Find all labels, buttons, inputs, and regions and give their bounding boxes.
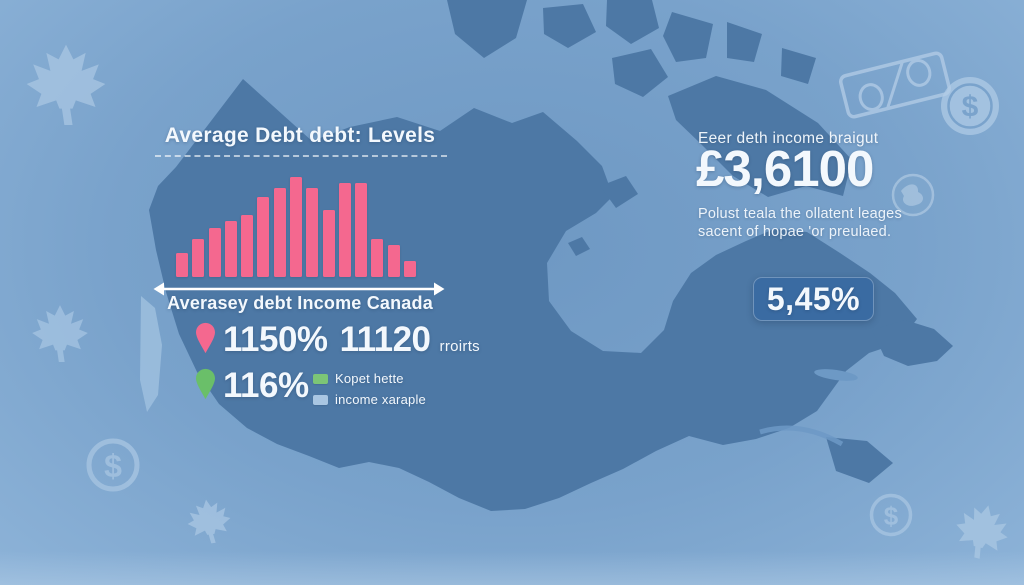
maple-leaf-icon [949, 498, 1015, 565]
income-amount: £3,6100 [696, 140, 874, 197]
svg-text:$: $ [962, 91, 979, 124]
chart-bar [387, 245, 400, 277]
maple-leaf-icon [184, 496, 234, 547]
chart-bar [257, 197, 270, 277]
maple-leaf-icon [26, 44, 106, 125]
stat-value-secondary: 11120 [339, 320, 431, 359]
legend-item: Kopet hette [313, 371, 426, 386]
svg-text:$: $ [104, 448, 122, 484]
map-water-details [140, 296, 858, 447]
description-line: Polust teala the ollatent leages [698, 206, 902, 222]
chart-bar [355, 183, 368, 277]
maple-leaf-icon [32, 305, 88, 362]
dollar-coin-icon: $ [86, 438, 140, 492]
legend-label: Kopet hette [335, 371, 404, 386]
chart-bar [192, 239, 205, 277]
legend-item: income xaraple [313, 392, 426, 407]
title-divider [155, 155, 447, 157]
legend-label: income xaraple [335, 392, 426, 407]
map-pin-icon [196, 368, 215, 400]
stat-value: 116% [223, 366, 309, 405]
chart-legend: Kopet hette income xaraple [313, 371, 426, 413]
stat-suffix: rroirts [439, 338, 480, 355]
stat-value: 1150% [223, 320, 328, 359]
dollar-coin-icon: $ [941, 77, 999, 135]
income-caption: Eeer deth income braigut [698, 130, 879, 147]
chart-bar [338, 183, 351, 277]
chart-bar [289, 177, 302, 277]
description-line: sacent of hopae 'or preulaed. [698, 223, 892, 240]
rate-badge: 5,45% [753, 277, 874, 321]
bar-chart-bars [176, 177, 416, 277]
svg-text:$: $ [884, 501, 899, 531]
chart-axis-label: Averasey debt Income Canada [167, 293, 433, 313]
globe-icon [891, 173, 935, 217]
banknote-icon [838, 51, 952, 119]
chart-bar [208, 228, 221, 277]
stat-row-debt: 1150% 11120 rroirts [223, 322, 480, 357]
chart-bar [403, 261, 416, 277]
income-description: Polust teala the ollatent leages sacent … [698, 206, 902, 241]
chart-bar [306, 188, 319, 277]
chart-bar [322, 210, 335, 277]
stat-row-income: 116% [223, 368, 309, 403]
chart-bar [273, 188, 286, 277]
chart-bar [371, 239, 384, 277]
legend-swatch-green [313, 373, 328, 384]
map-pin-icon [196, 322, 215, 354]
legend-swatch-blue [313, 394, 328, 405]
arrow-double-icon [153, 282, 445, 296]
chart-bar [241, 215, 254, 277]
dollar-coin-icon: $ [869, 493, 913, 537]
chart-bar [176, 253, 188, 277]
chart-bar [224, 221, 237, 277]
chart-title: Average Debt debt: Levels [164, 124, 436, 147]
